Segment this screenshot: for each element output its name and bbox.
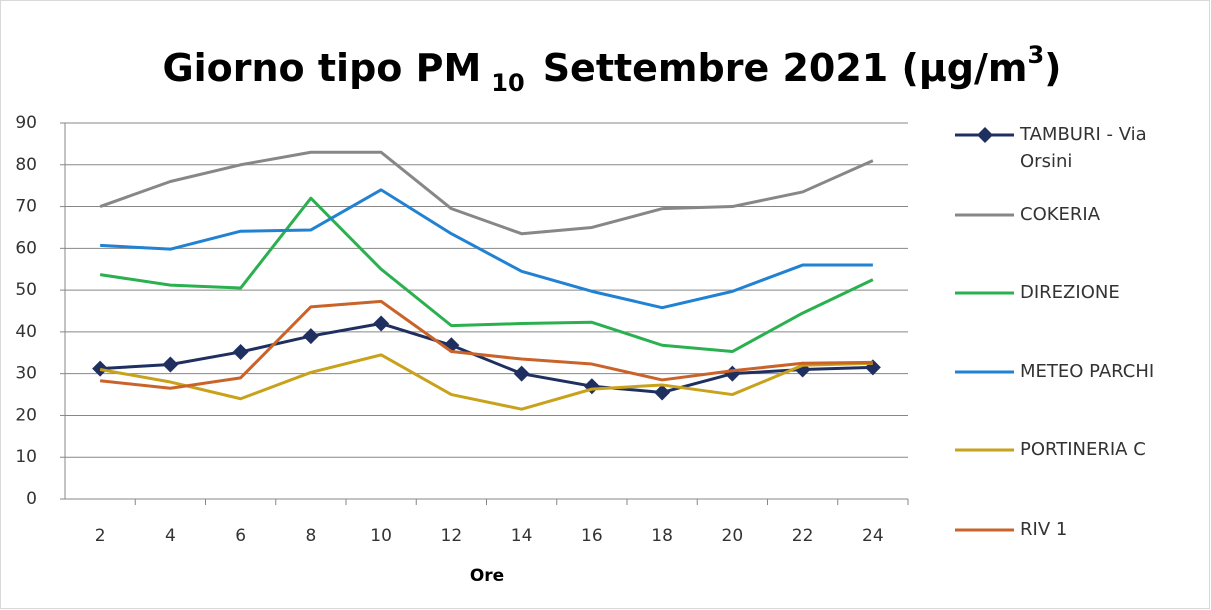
y-tick-label: 70	[15, 197, 37, 217]
y-tick-label: 60	[15, 238, 37, 258]
y-tick-label: 30	[15, 364, 37, 384]
y-tick-label: 40	[15, 322, 37, 342]
x-tick-label: 2	[95, 526, 106, 546]
title-part: Giorno tipo PM	[162, 46, 481, 90]
x-tick-label: 24	[862, 526, 884, 546]
data-point	[654, 384, 671, 401]
y-tick-label: 0	[26, 489, 37, 509]
x-axis-label: Ore	[470, 566, 504, 586]
data-point	[92, 360, 109, 377]
data-point	[232, 343, 249, 360]
series-line	[100, 188, 873, 310]
legend-label: METEO PARCHI	[1020, 361, 1155, 382]
x-tick-label: 22	[792, 526, 814, 546]
y-tick-label: 80	[15, 155, 37, 175]
y-tick-label: 10	[15, 447, 37, 467]
y-tick-label: 50	[15, 280, 37, 300]
x-tick-label: 8	[305, 526, 316, 546]
series-line	[99, 353, 873, 411]
data-point	[162, 356, 179, 373]
x-tick-label: 16	[581, 526, 603, 546]
title-part: )	[1044, 46, 1061, 90]
chart-title: Giorno tipo PM 10 Settembre 2021 (µg/m3)	[162, 41, 1061, 97]
x-tick-label: 12	[441, 526, 463, 546]
x-tick-label: 6	[235, 526, 246, 546]
x-tick-label: 18	[651, 526, 673, 546]
title-superscript: 3	[1027, 41, 1044, 69]
title-part: Settembre 2021 (µg/m	[543, 46, 1028, 90]
legend-label: RIV 1	[1020, 519, 1068, 540]
x-tick-label: 4	[165, 526, 176, 546]
series-line	[99, 150, 874, 236]
legend-label: TAMBURI - Via Orsini	[1020, 124, 1147, 172]
y-tick-label: 90	[15, 113, 37, 133]
x-tick-label: 14	[511, 526, 533, 546]
data-point	[513, 365, 530, 382]
y-tick-label: 20	[15, 405, 37, 425]
data-point	[302, 328, 319, 345]
series-line	[99, 196, 874, 354]
data-point	[373, 315, 390, 332]
legend-label: DIREZIONE	[1020, 282, 1120, 303]
series-line	[99, 299, 873, 390]
x-tick-label: 10	[370, 526, 392, 546]
x-tick-label: 20	[722, 526, 744, 546]
title-subscript: 10	[491, 69, 524, 97]
legend-label: PORTINERIA C	[1020, 439, 1146, 460]
legend-marker	[977, 127, 993, 143]
legend-label: COKERIA	[1020, 204, 1101, 225]
series-line	[100, 322, 873, 394]
